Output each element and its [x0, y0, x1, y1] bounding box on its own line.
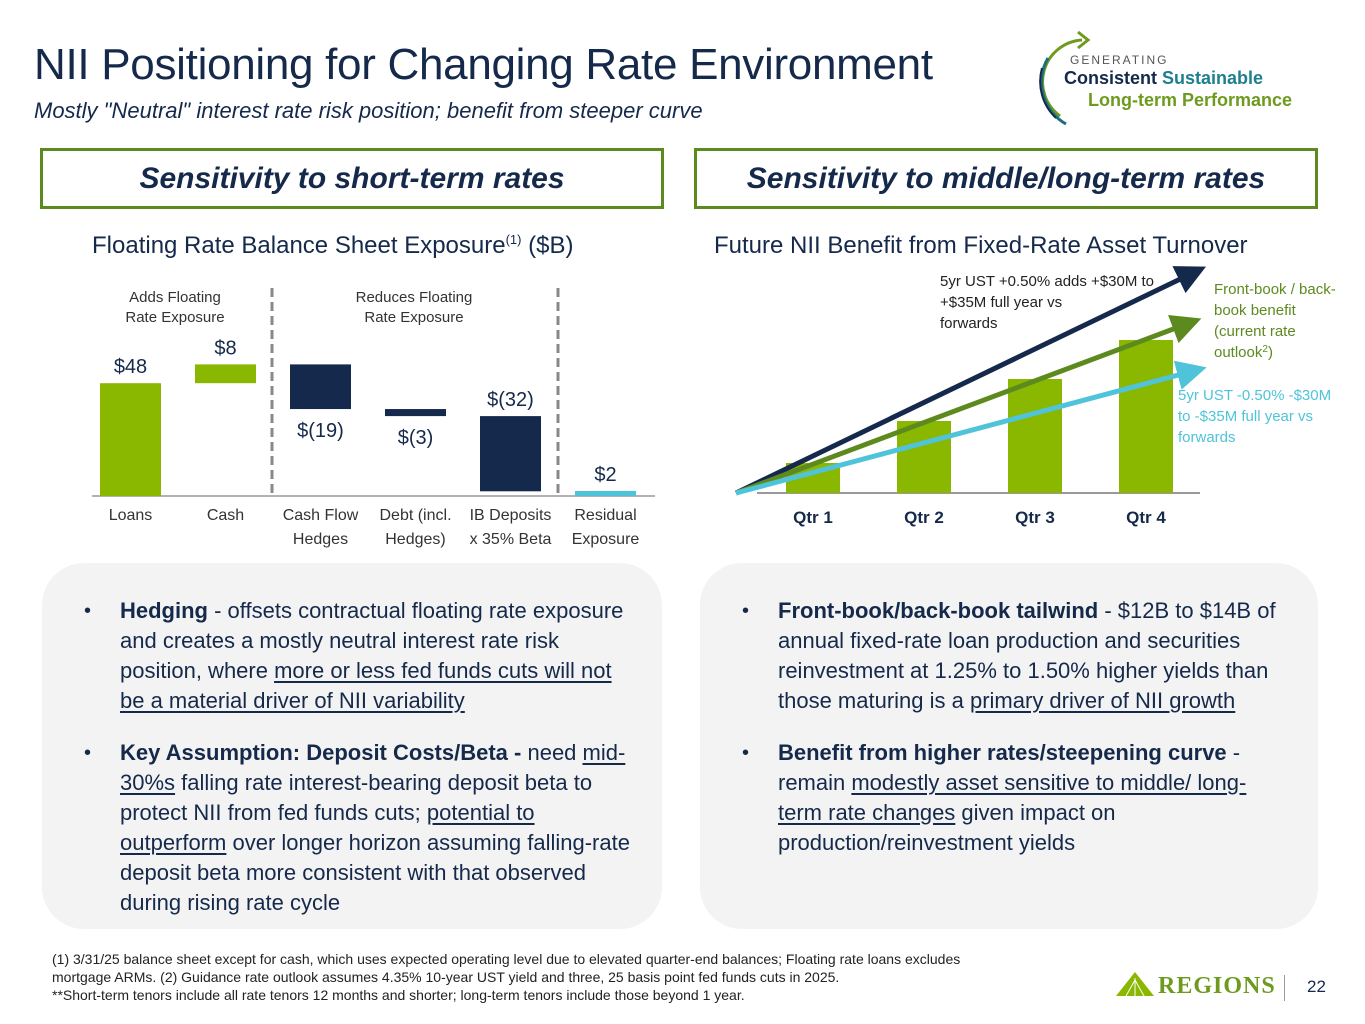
group-label-reduces: Reduces Floating Rate Exposure: [334, 288, 494, 328]
footnote-line: (1) 3/31/25 balance sheet except for cas…: [52, 951, 961, 967]
bullet-text: falling rate interest-bearing deposit be…: [120, 770, 593, 825]
section-header-short-term: Sensitivity to short-term rates: [40, 148, 664, 209]
logo-consistent: Consistent: [1064, 68, 1158, 88]
arrow-annotation-base: outlook2): [1214, 344, 1273, 362]
arrow-annotation-up: 5yr UST +0.50% adds +$30M to: [940, 273, 1154, 290]
page-title: NII Positioning for Changing Rate Enviro…: [34, 40, 933, 89]
waterfall-bar: [385, 409, 446, 417]
group-label-line: Rate Exposure: [364, 309, 464, 326]
benefit-bar: [897, 421, 951, 493]
page-number: 22: [1307, 977, 1326, 996]
regions-triangle-icon: [1116, 972, 1154, 997]
bullet-panel-left: Hedging - offsets contractual floating r…: [42, 563, 662, 929]
quarter-label: Qtr 2: [904, 508, 944, 527]
logo-line1: Consistent Sustainable: [1064, 68, 1263, 89]
page-subtitle: Mostly "Neutral" interest rate risk posi…: [34, 98, 703, 123]
arrow-annotation-up: forwards: [940, 315, 998, 332]
logo-generating-text: GENERATING: [1070, 53, 1169, 67]
waterfall-chart: $48 Loans $8 Cash $(19) Cash Flow Hedges $(3) De…: [92, 288, 655, 548]
arrow-annotation-down: forwards: [1178, 429, 1236, 446]
data-label: $(19): [297, 420, 344, 442]
chart-title-left: Floating Rate Balance Sheet Exposure(1) …: [92, 232, 574, 260]
bullet-text: given impact on production/reinvestment …: [778, 800, 1116, 855]
bullet-text: - offsets contractual floating rate expo…: [120, 598, 624, 683]
data-label: $(3): [398, 427, 434, 449]
section-header-long-term: Sensitivity to middle/long-term rates: [694, 148, 1318, 209]
footnotes: (1) 3/31/25 balance sheet except for cas…: [52, 950, 1052, 1004]
bullet-deposit-beta: Key Assumption: Deposit Costs/Beta - nee…: [42, 738, 642, 918]
scenario-arrow: [735, 360, 1207, 496]
bullet-text: - $12B to $14B of annual fixed-rate loan…: [778, 598, 1276, 713]
chart-title-text: Floating Rate Balance Sheet Exposure: [92, 232, 506, 259]
bullet-underlined: potential to outperform: [120, 800, 535, 855]
bullet-panel-right: Front-book/back-book tailwind - $12B to …: [700, 563, 1318, 929]
benefit-bar: [1119, 340, 1173, 493]
category-label: Hedges): [385, 531, 445, 548]
bullet-underlined: mid-30%s: [120, 740, 626, 795]
arrow-annotation-down: to -$35M full year vs: [1178, 408, 1313, 425]
bullet-steepening: Benefit from higher rates/steepening cur…: [700, 738, 1278, 858]
quarter-label: Qtr 4: [1126, 508, 1166, 527]
regions-logo-text: REGIONS: [1158, 973, 1276, 999]
bullet-text: over longer horizon assuming falling-rat…: [120, 830, 630, 915]
arrow-annotation-base: book benefit: [1214, 302, 1297, 319]
benefit-bar: [1008, 379, 1062, 493]
category-label: Residual: [574, 507, 636, 524]
data-label: $2: [594, 464, 616, 486]
bullet-underlined: primary driver of NII growth: [969, 688, 1236, 713]
footer-divider: [1284, 975, 1285, 1001]
arrow-annotation-up: +$35M full year vs: [940, 294, 1062, 311]
group-label-line: Reduces Floating: [355, 289, 473, 306]
nii-benefit-chart: Qtr 1 Qtr 2 Qtr 3 Qtr 4 5yr UST +0.50% adds …: [734, 266, 1336, 527]
bullet-list-right: Front-book/back-book tailwind - $12B to …: [700, 563, 1318, 858]
chart-title-unit: ($B): [528, 232, 574, 259]
bullet-hedging: Hedging - offsets contractual floating r…: [42, 596, 642, 716]
footnote-line: **Short-term tenors include all rate ten…: [52, 987, 745, 1003]
scenario-arrow: [734, 266, 1207, 496]
waterfall-bar: [195, 364, 256, 384]
bullet-bold: Front-book/back-book tailwind: [778, 598, 1099, 623]
logo-line2: Long-term Performance: [1088, 90, 1293, 110]
category-label: Loans: [109, 507, 153, 524]
bullet-bold: Benefit from higher rates/steepening cur…: [778, 740, 1227, 765]
bullet-text: - remain: [778, 740, 1241, 795]
group-label-line: Rate Exposure: [125, 309, 225, 326]
category-label: Cash: [207, 507, 244, 524]
chart-title-right: Future NII Benefit from Fixed-Rate Asset…: [714, 232, 1248, 259]
group-label-adds: Adds Floating Rate Exposure: [100, 288, 250, 328]
category-label: Exposure: [572, 531, 640, 548]
waterfall-bar: [480, 416, 541, 492]
category-label: Hedges: [293, 531, 348, 548]
circular-arrow-icon: [1039, 30, 1091, 126]
group-label-line: Adds Floating: [129, 289, 221, 306]
bullet-front-book: Front-book/back-book tailwind - $12B to …: [700, 596, 1278, 716]
bullet-underlined: modestly asset sensitive to middle/ long…: [778, 770, 1247, 825]
footnote-line: mortgage ARMs. (2) Guidance rate outlook…: [52, 969, 840, 985]
quarter-label: Qtr 3: [1015, 508, 1055, 527]
waterfall-bar: [290, 364, 351, 410]
category-label: Debt (incl.: [379, 507, 451, 524]
bullet-text: need: [521, 740, 583, 765]
category-label: IB Deposits: [470, 507, 552, 524]
bullet-bold: Hedging: [120, 598, 208, 623]
quarter-label: Qtr 1: [793, 508, 833, 527]
scenario-arrow: [735, 314, 1202, 496]
chart-title-footnote: (1): [505, 232, 522, 247]
arrow-annotation-down: 5yr UST -0.50% -$30M: [1178, 387, 1331, 404]
category-label: x 35% Beta: [470, 531, 552, 548]
category-label: Cash Flow: [283, 507, 359, 524]
data-label: $48: [114, 356, 147, 378]
bullet-bold: Key Assumption: Deposit Costs/Beta -: [120, 740, 522, 765]
waterfall-bar: [100, 383, 161, 496]
bullet-list-left: Hedging - offsets contractual floating r…: [42, 563, 662, 918]
data-label: $8: [214, 337, 236, 359]
arrow-annotation-base: Front-book / back-: [1214, 281, 1336, 298]
logo-sustainable: Sustainable: [1162, 68, 1264, 88]
bullet-underlined: more or less fed funds cuts will not be …: [120, 658, 612, 713]
arrow-annotation-base: (current rate: [1214, 323, 1296, 340]
data-label: $(32): [487, 389, 534, 411]
waterfall-bar: [575, 491, 636, 496]
